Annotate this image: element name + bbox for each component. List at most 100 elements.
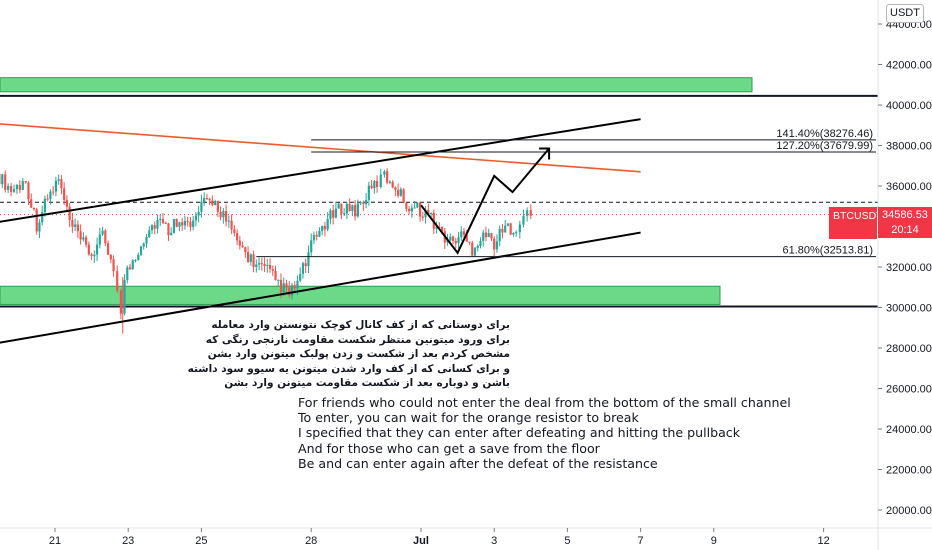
candle-body [348, 203, 351, 212]
candle-body [386, 171, 389, 183]
candle-body [46, 198, 49, 200]
candle-body [150, 225, 154, 231]
candle-body [515, 232, 518, 234]
candle-body [354, 205, 357, 217]
candle-body [271, 269, 274, 271]
candle-body [208, 198, 211, 201]
candle-body [225, 211, 228, 222]
candle-body [418, 202, 422, 217]
horizontal-lines-layer [0, 94, 878, 308]
candle-body [388, 181, 391, 183]
candle-body [252, 254, 255, 268]
candle-body [181, 222, 184, 226]
candle-body [359, 202, 362, 204]
candle-body [277, 279, 280, 281]
candle-body [148, 230, 151, 237]
candle-body [205, 198, 208, 200]
candle-body [101, 230, 104, 235]
candle-body [482, 232, 485, 241]
y-tick-label: 26000.00 [886, 384, 932, 396]
countdown-badge: 20:14 [878, 223, 932, 238]
candle-body [429, 212, 433, 215]
candle-body [394, 187, 397, 190]
persian-annotation: برای دوستانی که از کف کانال کوچک نتونستن… [187, 318, 510, 391]
candle-body [449, 236, 452, 241]
candle-body [24, 181, 27, 183]
candle-body [460, 231, 463, 238]
candle-body [323, 226, 327, 230]
candle-body [98, 234, 101, 245]
fib-label: 61.80%(32513.81) [782, 245, 873, 257]
candle-body [410, 207, 413, 212]
candle-body [82, 237, 85, 240]
candle-body [119, 290, 122, 314]
candle-body [249, 254, 252, 262]
candle-body [413, 207, 416, 209]
candle-body [501, 228, 504, 233]
candle-body [416, 202, 419, 208]
candle-body [399, 189, 402, 196]
candle-body [263, 264, 266, 266]
orange-resistance [0, 123, 641, 173]
zones-layer [0, 77, 753, 305]
candle-body [356, 203, 359, 217]
currency-label[interactable]: USDT [886, 4, 924, 23]
candle-body [440, 227, 444, 232]
candle-body [178, 222, 181, 227]
trendlines-layer[interactable] [0, 117, 641, 352]
persian-line: مشخص کردم بعد از شکست و زدن پولبک میتونن… [207, 348, 510, 361]
candle-body [332, 210, 335, 218]
y-tick-label: 32000.00 [886, 262, 932, 274]
candle-body [57, 179, 60, 181]
candle-body [167, 223, 170, 236]
candle-body [343, 213, 346, 215]
persian-line: و برای کسانی که از کف وارد شدن میتونن یه… [187, 362, 510, 375]
candle-body [123, 279, 126, 314]
candle-body [161, 219, 165, 223]
candle-body [465, 234, 468, 242]
fib-label: 141.40%(38276.46) [776, 128, 873, 140]
candle-body [192, 220, 195, 227]
candle-body [95, 244, 99, 255]
x-tick-label: 9 [711, 535, 717, 547]
candle-body [255, 264, 258, 268]
candle-body [318, 230, 321, 237]
upper-green-zone [0, 77, 753, 93]
candle-body [504, 225, 507, 233]
candle-body [18, 185, 21, 190]
candle-body [370, 185, 373, 189]
candle-body [49, 191, 52, 200]
candle-body [175, 219, 178, 227]
candle-body [446, 240, 449, 243]
candle-body [211, 200, 214, 206]
candle-body [293, 285, 296, 289]
x-tick-label: Jul [413, 535, 429, 547]
candle-body [334, 208, 338, 218]
x-tick-label: 25 [195, 535, 207, 547]
candle-body [498, 228, 501, 242]
candle-body [427, 209, 430, 215]
candle-body [30, 199, 33, 208]
english-line: Be and can enter again after the defeat … [298, 455, 658, 471]
candle-body [156, 220, 159, 229]
fib-label: 127.20%(37679.99) [776, 140, 873, 152]
candle-body [310, 240, 313, 253]
candle-body [301, 263, 305, 275]
candle-body [238, 240, 241, 246]
candle-body [268, 264, 272, 270]
candles-layer [0, 168, 532, 334]
candle-body [518, 224, 521, 233]
candle-body [362, 202, 365, 205]
candle-body [351, 205, 354, 212]
candle-body [479, 240, 482, 246]
candle-body [522, 215, 525, 225]
candle-body [340, 203, 343, 214]
projection-arrowhead [539, 147, 551, 160]
lower-green-zone [0, 285, 721, 305]
y-tick-label: 28000.00 [886, 343, 932, 355]
candle-body [365, 200, 368, 205]
candle-body [137, 254, 140, 260]
candle-body [93, 254, 96, 257]
candle-body [495, 241, 499, 250]
